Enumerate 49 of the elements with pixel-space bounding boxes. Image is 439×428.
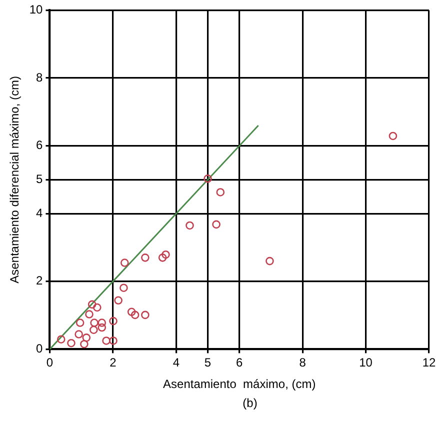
point xyxy=(114,296,122,305)
point xyxy=(141,254,150,262)
y-tick-label: 6 xyxy=(36,138,44,152)
point xyxy=(204,174,212,183)
y-tick-label: 8 xyxy=(36,70,44,84)
x-tick-label: 2 xyxy=(110,356,117,370)
x-tick-label: 0 xyxy=(46,356,54,370)
point xyxy=(76,318,84,327)
point xyxy=(93,303,102,312)
point xyxy=(388,132,398,140)
text: (b) xyxy=(242,396,258,410)
y-tick-label: 2 xyxy=(36,274,44,288)
y-tick-label: 10 xyxy=(29,2,44,17)
y-axis-title: Asentamiento diferencial máximo, (cm) xyxy=(8,76,22,284)
x-tick-label: 4 xyxy=(172,356,180,370)
y-tick-label: 5 xyxy=(36,172,44,186)
point xyxy=(266,256,274,266)
point xyxy=(56,335,66,344)
point xyxy=(90,326,98,334)
point xyxy=(120,258,129,267)
point xyxy=(212,220,220,229)
point xyxy=(74,330,83,338)
point xyxy=(216,188,225,196)
point xyxy=(82,334,91,342)
x-tick-label: 12 xyxy=(422,356,436,370)
point xyxy=(98,318,106,327)
point xyxy=(162,250,170,259)
point xyxy=(88,300,96,309)
point xyxy=(186,221,194,230)
point xyxy=(158,254,167,262)
point xyxy=(141,310,150,320)
point xyxy=(67,338,76,348)
x-tick-label: 10 xyxy=(359,356,373,370)
x-tick-label: 5 xyxy=(204,356,212,370)
y-tick-label: 0 xyxy=(36,342,44,356)
point xyxy=(80,340,88,348)
point xyxy=(109,336,118,345)
point xyxy=(102,336,110,345)
x-tick-label: 8 xyxy=(299,356,306,370)
point xyxy=(127,308,136,316)
point xyxy=(98,323,106,332)
point xyxy=(90,318,98,327)
point xyxy=(109,316,118,326)
point xyxy=(85,310,94,318)
x-tick-label: 6 xyxy=(236,356,244,370)
y-tick-label: 4 xyxy=(36,206,44,220)
point xyxy=(130,310,140,320)
point xyxy=(120,284,128,292)
x-axis-title: Asentamiento máximo, (cm) xyxy=(163,377,316,392)
